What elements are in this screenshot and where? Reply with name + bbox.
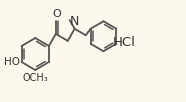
Text: O: O bbox=[52, 9, 61, 19]
Text: N: N bbox=[70, 15, 79, 28]
Text: HO: HO bbox=[4, 57, 20, 67]
Text: HCl: HCl bbox=[113, 35, 136, 48]
Text: OCH₃: OCH₃ bbox=[22, 73, 48, 83]
